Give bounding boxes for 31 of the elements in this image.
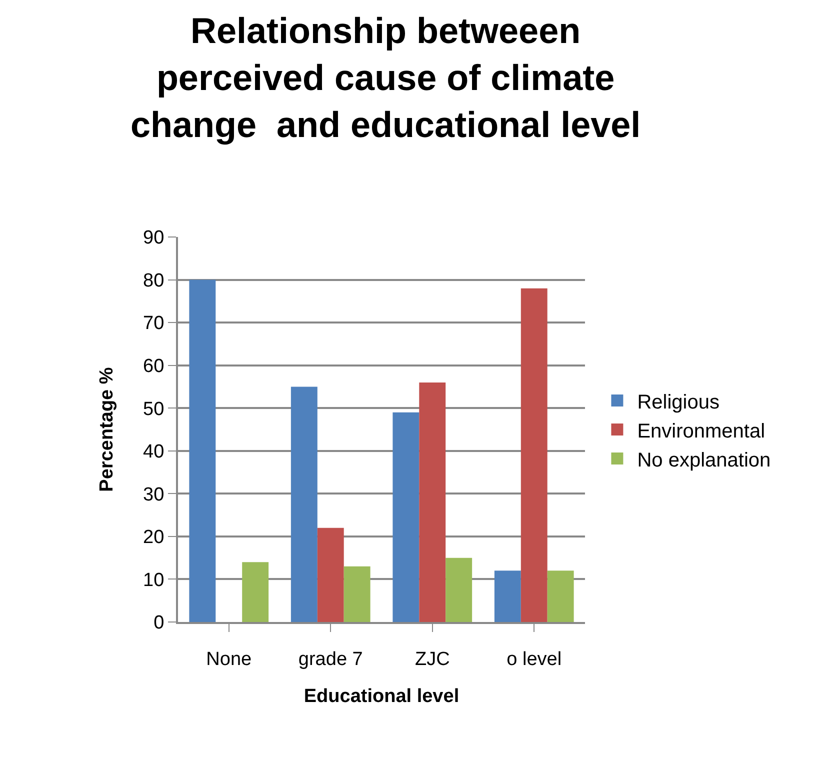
y-tick-label: 40 bbox=[143, 442, 164, 463]
bar bbox=[446, 558, 472, 622]
bar bbox=[392, 412, 420, 622]
bar bbox=[494, 570, 521, 622]
bar bbox=[344, 566, 370, 622]
y-tick-label: 20 bbox=[143, 527, 164, 548]
y-tick-label: 10 bbox=[143, 570, 164, 591]
x-tick-label: None bbox=[206, 648, 252, 670]
y-tick-label: 50 bbox=[143, 398, 164, 420]
legend-label: Environmental bbox=[637, 420, 766, 442]
bar bbox=[317, 528, 344, 622]
y-tick-label: 30 bbox=[143, 484, 164, 506]
y-tick-label: 60 bbox=[143, 356, 164, 377]
legend-label: No explanation bbox=[637, 449, 771, 472]
bar bbox=[419, 382, 446, 622]
y-tick-label: 90 bbox=[143, 228, 164, 249]
y-tick-label: 0 bbox=[154, 612, 164, 634]
x-tick-label: ZJC bbox=[414, 648, 450, 670]
x-axis-title: Educational level bbox=[304, 686, 460, 708]
bar bbox=[547, 570, 574, 622]
bar bbox=[290, 386, 318, 622]
y-tick-label: 70 bbox=[143, 313, 164, 334]
legend-label: Religious bbox=[637, 391, 720, 414]
y-axis-title: Percentage % bbox=[96, 367, 118, 492]
x-tick-label: o level bbox=[506, 648, 562, 670]
bar bbox=[242, 562, 269, 622]
bar bbox=[189, 280, 216, 622]
bar bbox=[520, 288, 548, 622]
x-tick-label: grade 7 bbox=[298, 648, 363, 670]
chart-title: Relationship betweeen perceived cause of climate change and educational level bbox=[130, 10, 641, 145]
y-tick-label: 80 bbox=[143, 270, 164, 292]
